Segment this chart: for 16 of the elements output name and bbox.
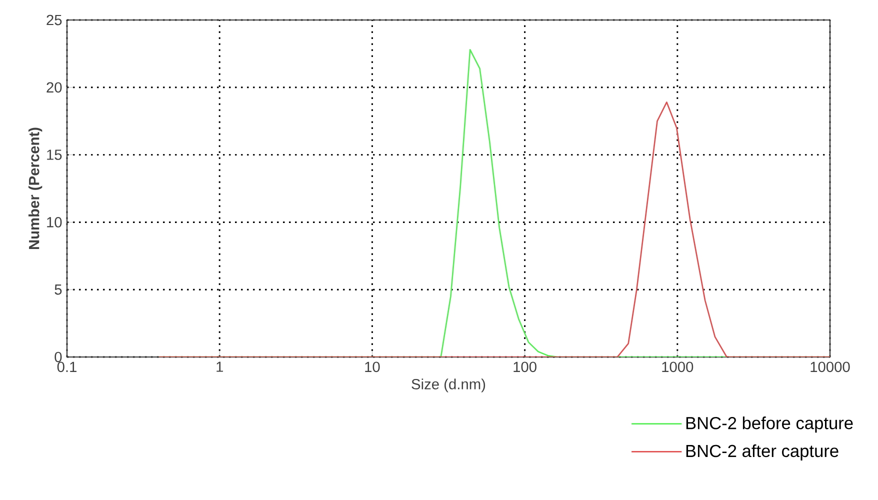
y-tick-label: 20	[46, 82, 62, 93]
y-tick-label: 15	[47, 150, 62, 160]
x-tick-label: 10000	[810, 362, 850, 372]
y-tick-label: 10	[47, 217, 62, 228]
x-tick-label: 10	[365, 362, 380, 372]
legend-label: BNC-2 before capture	[686, 416, 853, 433]
x-tick-label: 100	[514, 362, 536, 372]
x-tick-label: 1000	[662, 362, 694, 372]
x-axis-title: Size (d.nm)	[412, 378, 486, 392]
y-tick-label: 0	[54, 352, 62, 362]
x-tick-label: 0.1	[57, 362, 76, 372]
y-tick-label: 25	[46, 14, 62, 26]
y-tick-label: 5	[54, 284, 62, 295]
legend-label: BNC-2 after capture	[686, 444, 838, 461]
x-tick-label: 1	[216, 362, 223, 372]
y-axis-title: Number (Percent)	[28, 128, 42, 250]
